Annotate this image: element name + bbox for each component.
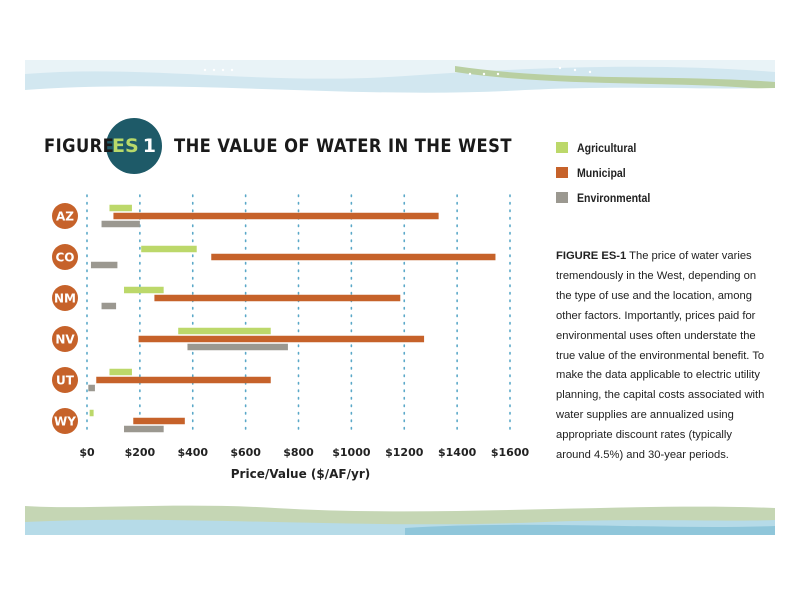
x-tick-label-8: $1600 [491, 446, 530, 459]
x-tick-label-5: $1000 [332, 446, 371, 459]
figure-caption: FIGURE ES-1 The price of water varies tr… [556, 247, 768, 466]
bar-environmental-co [90, 261, 118, 269]
bar-environmental-nv [187, 343, 288, 351]
bar-municipal-az [113, 212, 439, 220]
caption-body: The price of water varies tremendously i… [556, 250, 765, 462]
legend-swatch-environmental [556, 192, 568, 203]
bar-agricultural-wy [89, 409, 94, 417]
wave-dot-5 [573, 68, 577, 72]
wave-bottom-teal [405, 524, 775, 535]
title-prefix: FIGURE [44, 135, 115, 157]
x-tick-label-2: $400 [177, 446, 208, 459]
caption-heading: FIGURE ES-1 [556, 250, 627, 262]
decorative-wave-bottom [25, 500, 775, 535]
x-tick-label-0: $0 [79, 446, 95, 459]
bar-environmental-nm [101, 302, 117, 310]
decorative-wave-top [25, 60, 775, 108]
badge-number: 1 [142, 135, 156, 157]
bar-agricultural-ut [109, 368, 132, 376]
bar-municipal-co [211, 253, 496, 261]
state-badge-co [52, 244, 78, 270]
bar-municipal-ut [96, 376, 271, 384]
legend-item-agricultural: Agricultural [556, 135, 660, 160]
legend-label-municipal: Municipal [577, 165, 626, 180]
bar-agricultural-nv [178, 327, 271, 335]
state-badge-az [52, 203, 78, 229]
bar-environmental-az [101, 220, 140, 228]
x-tick-label-1: $200 [125, 446, 156, 459]
x-tick-label-4: $800 [283, 446, 314, 459]
state-label-wy: WY [54, 415, 76, 429]
wave-top-white [25, 86, 775, 108]
x-tick-label-3: $600 [230, 446, 261, 459]
x-axis-title: Price/Value ($/AF/yr) [231, 467, 370, 481]
wave-dot-0 [203, 68, 207, 72]
state-badge-nv [52, 326, 78, 352]
wave-dot-7 [468, 72, 472, 76]
state-badge-wy [52, 408, 78, 434]
bar-municipal-nm [154, 294, 401, 302]
bar-municipal-nv [138, 335, 425, 343]
wave-dot-8 [482, 72, 486, 76]
figure-title: FIGURE ES 1 THE VALUE OF WATER IN THE WE… [44, 118, 567, 174]
wave-dot-1 [212, 68, 216, 72]
bar-agricultural-co [141, 245, 197, 253]
legend-swatch-agricultural [556, 142, 568, 153]
wave-dot-3 [230, 68, 234, 72]
figure-number-badge: ES 1 [106, 118, 162, 174]
wave-bottom-white [25, 500, 775, 512]
state-label-co: CO [55, 251, 74, 265]
legend-label-agricultural: Agricultural [577, 140, 637, 155]
wave-dot-4 [558, 66, 562, 70]
bar-agricultural-nm [124, 286, 164, 294]
bar-environmental-ut [88, 384, 95, 392]
state-label-ut: UT [56, 374, 75, 388]
badge-es-label: ES [112, 135, 139, 157]
state-label-nm: NM [54, 292, 76, 306]
wave-dot-2 [221, 68, 225, 72]
wave-top-green [455, 66, 775, 90]
wave-dot-6 [588, 70, 592, 74]
chart-legend: Agricultural Municipal Environmental [556, 135, 660, 210]
state-label-nv: NV [55, 333, 75, 347]
x-tick-label-6: $1200 [385, 446, 424, 459]
title-main-text: THE VALUE OF WATER IN THE WEST [174, 135, 512, 157]
state-label-az: AZ [56, 210, 74, 224]
x-tick-label-7: $1400 [438, 446, 477, 459]
state-badge-nm [52, 285, 78, 311]
bar-agricultural-az [109, 204, 132, 212]
legend-item-environmental: Environmental [556, 185, 660, 210]
legend-label-environmental: Environmental [577, 190, 651, 205]
bar-environmental-wy [124, 425, 164, 433]
wave-dot-9 [496, 72, 500, 76]
legend-item-municipal: Municipal [556, 160, 660, 185]
legend-swatch-municipal [556, 167, 568, 178]
state-badge-ut [52, 367, 78, 393]
bar-municipal-wy [133, 417, 185, 425]
